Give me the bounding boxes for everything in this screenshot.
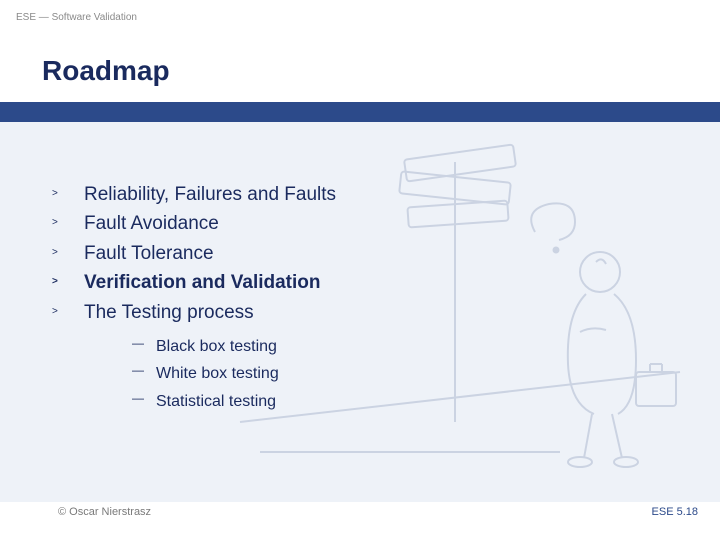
sub-list: Black box testing White box testing Stat… (132, 333, 478, 415)
list-item: The Testing process (48, 298, 478, 327)
footer-copyright: © Oscar Nierstrasz (58, 506, 151, 518)
roadmap-content: Reliability, Failures and Faults Fault A… (48, 180, 478, 415)
sub-list-item: Black box testing (132, 333, 478, 360)
header-label: ESE — Software Validation (16, 12, 137, 23)
sub-list-item: Statistical testing (132, 388, 478, 415)
footer-page-ref: ESE 5.18 (652, 506, 698, 518)
title-underline-bar (0, 102, 720, 122)
list-item: Fault Avoidance (48, 209, 478, 238)
list-item: Verification and Validation (48, 268, 478, 297)
list-item: Fault Tolerance (48, 239, 478, 268)
main-list: Reliability, Failures and Faults Fault A… (48, 180, 478, 327)
sub-list-item: White box testing (132, 360, 478, 387)
page-title: Roadmap (42, 55, 170, 87)
list-item: Reliability, Failures and Faults (48, 180, 478, 209)
